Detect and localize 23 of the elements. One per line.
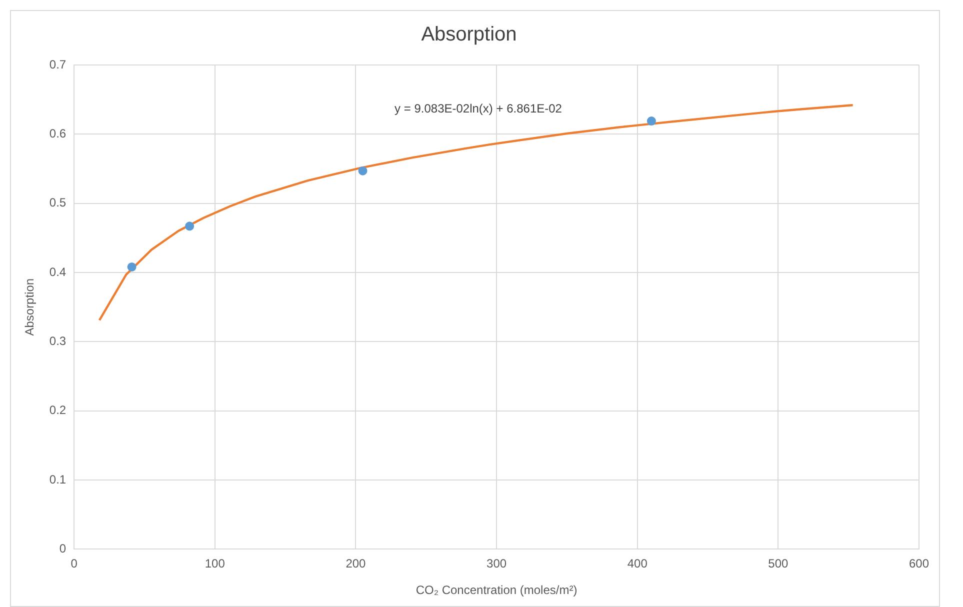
x-tick-label: 100: [204, 556, 226, 571]
y-tick-label: 0.5: [49, 196, 66, 210]
point: [127, 262, 136, 272]
x-tick-label: 300: [486, 556, 507, 571]
x-tick-label: 600: [908, 556, 930, 571]
y-tick-label: 0.1: [49, 472, 66, 486]
point: [358, 166, 368, 176]
y-tick-label: 0.3: [49, 334, 66, 348]
y-tick-label: 0.6: [49, 126, 66, 140]
y-tick-label: 0.7: [49, 57, 66, 72]
y-tick-label: 0.4: [49, 264, 66, 279]
point: [646, 116, 656, 126]
point: [185, 222, 194, 231]
y-tick-label: 0: [59, 542, 66, 556]
x-tick-label: 200: [346, 556, 366, 571]
chart-title: Absorption: [421, 24, 517, 46]
x-tick-label: 500: [768, 556, 789, 571]
annotation: y = 9.083E-02ln(x) + 6.861E-02: [394, 101, 562, 116]
x-tick-label: 0: [70, 556, 78, 571]
x-tick-label: 400: [627, 556, 648, 571]
y-tick-label: 0.2: [49, 403, 66, 418]
y-axis-title: Absorption: [22, 278, 37, 336]
x-axis-title: CO₂ Concentration (moles/m²): [416, 583, 578, 598]
